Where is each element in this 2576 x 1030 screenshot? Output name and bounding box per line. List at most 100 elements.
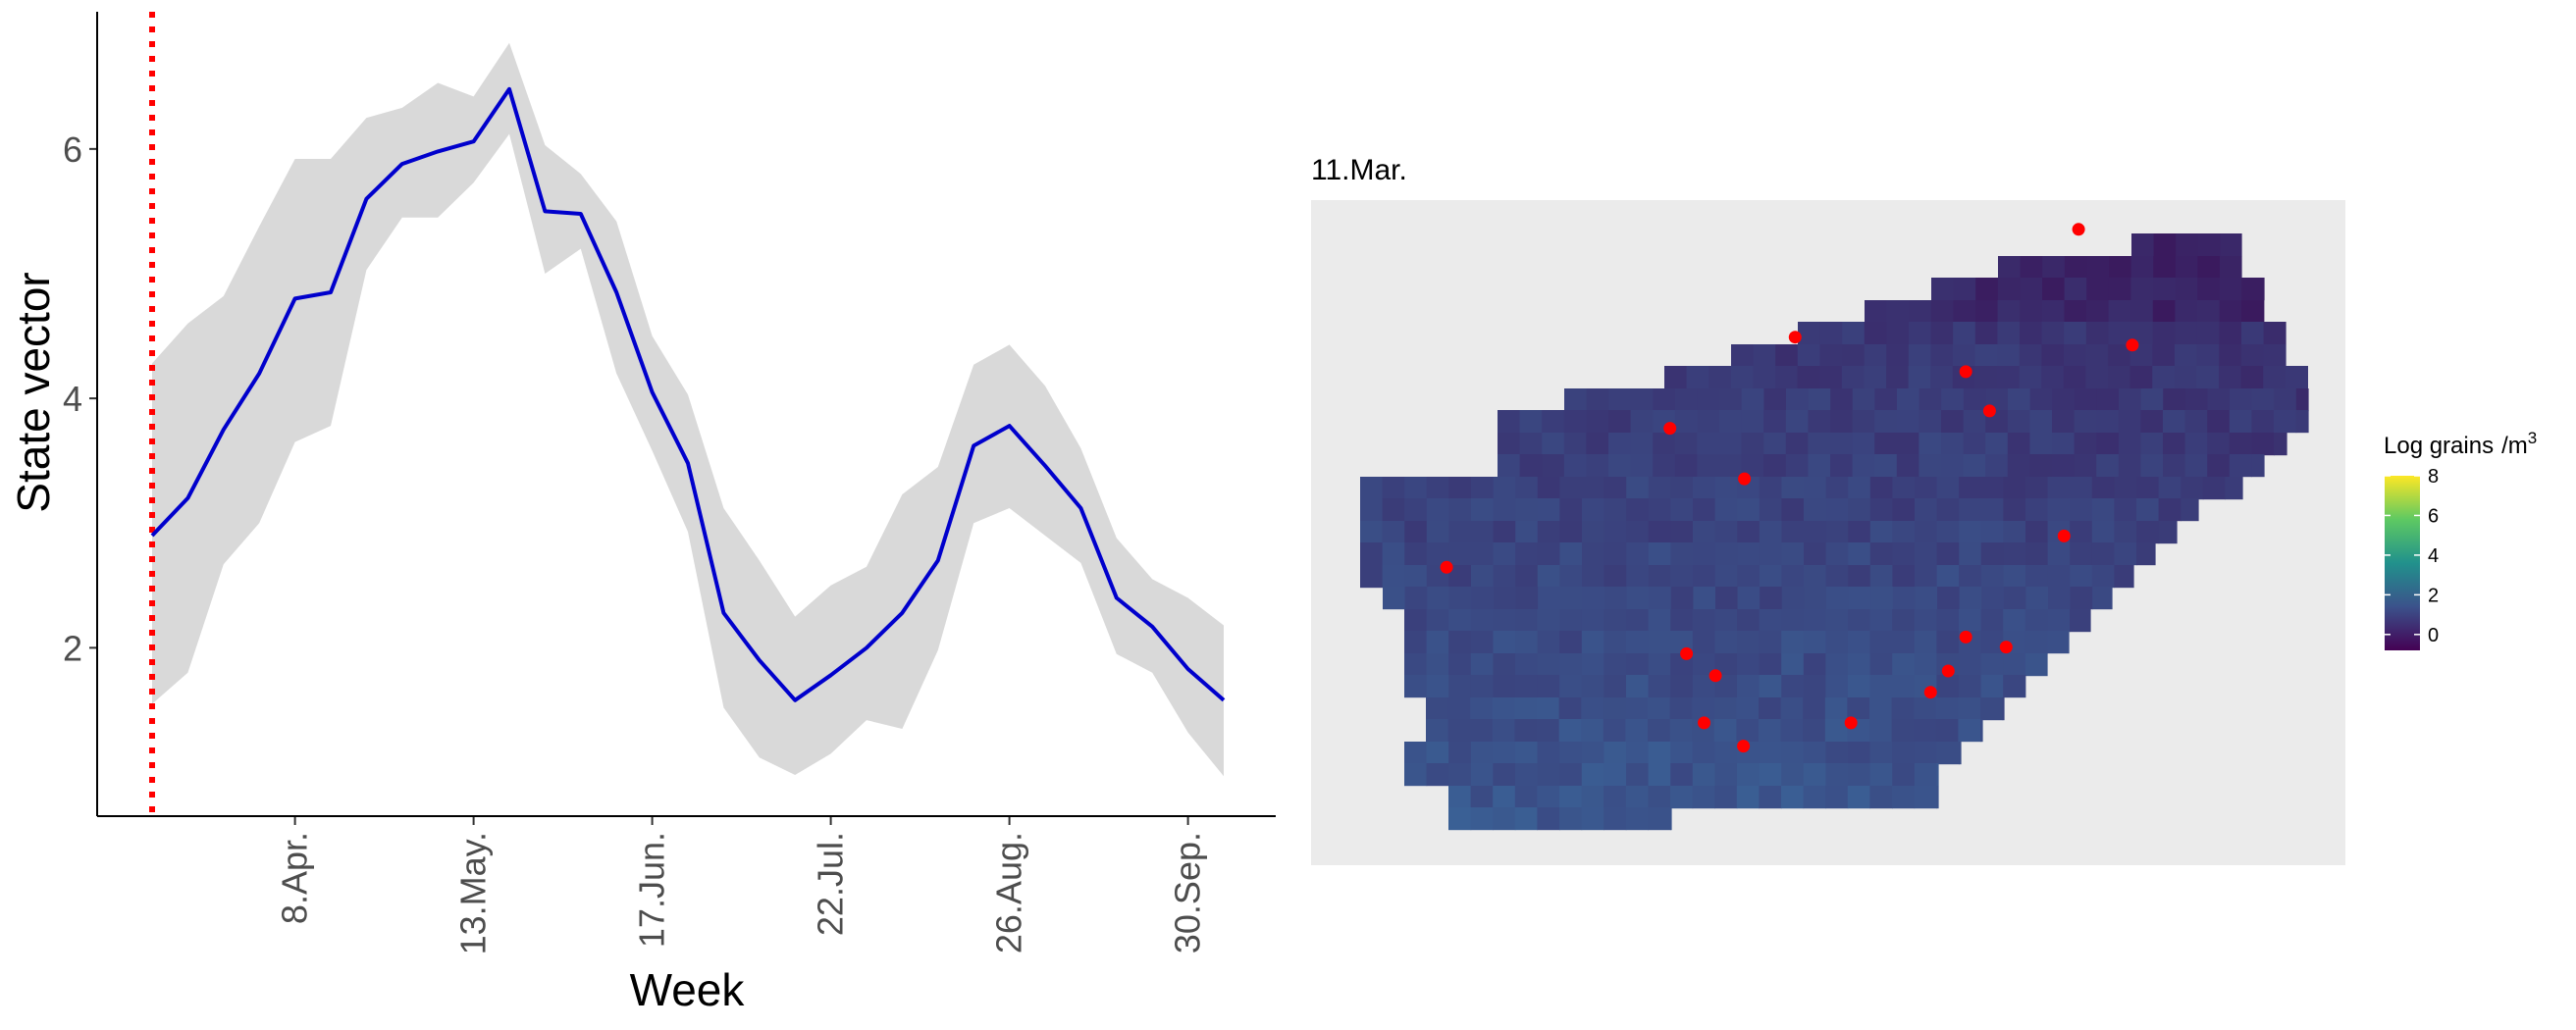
heatmap-cell bbox=[1404, 763, 1428, 787]
heatmap-cell bbox=[2196, 344, 2220, 368]
heatmap-cell bbox=[1426, 763, 1449, 787]
heatmap-cell bbox=[1537, 542, 1560, 566]
heatmap-cell bbox=[1537, 477, 1560, 500]
heatmap-cell bbox=[2153, 233, 2177, 257]
heatmap-cell bbox=[1736, 786, 1760, 809]
heatmap-cell bbox=[1697, 410, 1720, 434]
heatmap-cell bbox=[1936, 565, 1960, 589]
heatmap-cell bbox=[1953, 300, 1976, 324]
heatmap-cell bbox=[1930, 322, 1954, 345]
heatmap-cell bbox=[2241, 322, 2265, 345]
heatmap-cell bbox=[1494, 587, 1517, 610]
heatmap-cell bbox=[2181, 477, 2204, 500]
heatmap-cell bbox=[1586, 410, 1609, 434]
heatmap-cell bbox=[1493, 786, 1516, 809]
heatmap-cell bbox=[1626, 565, 1650, 589]
heatmap-cell bbox=[2163, 454, 2186, 478]
heatmap-cell bbox=[2052, 433, 2076, 456]
heatmap-cell bbox=[1582, 542, 1605, 566]
heatmap-cell bbox=[2020, 300, 2043, 324]
heatmap-cell bbox=[1963, 388, 1986, 412]
heatmap-cell bbox=[2007, 433, 2030, 456]
heatmap-cell bbox=[2197, 233, 2221, 257]
heatmap-cell bbox=[1759, 786, 1782, 809]
heatmap-cell bbox=[1626, 542, 1650, 566]
heatmap-cell bbox=[1781, 477, 1805, 500]
heatmap-cell bbox=[1448, 675, 1472, 698]
heatmap-cell bbox=[1448, 609, 1472, 633]
heatmap-cell bbox=[1869, 542, 1893, 566]
heatmap-cell bbox=[1427, 587, 1450, 610]
heatmap-cell bbox=[2029, 410, 2053, 434]
heatmap-cell bbox=[1581, 631, 1604, 654]
legend-tick-label: 4 bbox=[2428, 545, 2439, 567]
heatmap-cell bbox=[1803, 631, 1826, 654]
heatmap-cell bbox=[1897, 388, 1920, 412]
heatmap-cell bbox=[1786, 388, 1810, 412]
heatmap-cell bbox=[2047, 631, 2070, 654]
heatmap-cell bbox=[2219, 300, 2242, 324]
heatmap-cell bbox=[1515, 521, 1539, 544]
heatmap-cell bbox=[2070, 542, 2093, 566]
heatmap-cell bbox=[1519, 433, 1543, 456]
heatmap-cell bbox=[1603, 565, 1627, 589]
heatmap-cell bbox=[1759, 498, 1782, 522]
heatmap-cell bbox=[1936, 742, 1960, 765]
heatmap-cell bbox=[2163, 388, 2186, 412]
heatmap-cell bbox=[1581, 807, 1604, 831]
heatmap-cell bbox=[1426, 609, 1449, 633]
heatmap-cell bbox=[2175, 322, 2198, 345]
heatmap-cell bbox=[1908, 366, 1931, 389]
heatmap-cells bbox=[1360, 233, 2309, 831]
heatmap-cell bbox=[1448, 498, 1472, 522]
heatmap-cell bbox=[1626, 477, 1650, 500]
heatmap-cell bbox=[1892, 587, 1916, 610]
heatmap-cell bbox=[2220, 233, 2242, 257]
heatmap-cell bbox=[1936, 542, 1960, 566]
heatmap-cell bbox=[1383, 587, 1406, 610]
heatmap-cell bbox=[1892, 498, 1916, 522]
heatmap-cell bbox=[1963, 454, 1986, 478]
heatmap-cell bbox=[2251, 454, 2265, 478]
heatmap-cell bbox=[1581, 763, 1604, 787]
heatmap-cell bbox=[1603, 521, 1627, 544]
heatmap-cell bbox=[1997, 300, 2021, 324]
heatmap-cell bbox=[2251, 433, 2275, 456]
heatmap-cell bbox=[1626, 742, 1650, 765]
heatmap-cell bbox=[1915, 498, 1938, 522]
y-tick-label: 2 bbox=[63, 628, 82, 668]
heatmap-cell bbox=[2096, 410, 2120, 434]
heatmap-cell bbox=[2070, 565, 2093, 589]
heatmap-cell bbox=[1493, 521, 1516, 544]
heatmap-cell bbox=[1759, 477, 1782, 500]
heatmap-cell bbox=[1852, 410, 1875, 434]
heatmap-cell bbox=[1542, 433, 1565, 456]
heatmap-cell bbox=[2140, 388, 2164, 412]
heatmap-cell bbox=[1470, 675, 1494, 698]
heatmap-cell bbox=[1869, 498, 1893, 522]
heatmap-cell bbox=[1426, 742, 1449, 765]
heatmap-cell bbox=[1692, 653, 1715, 677]
heatmap-cell bbox=[1874, 410, 1898, 434]
heatmap-cell bbox=[1869, 653, 1893, 677]
heatmap-cell bbox=[1709, 366, 1732, 389]
heatmap-cell bbox=[1515, 675, 1539, 698]
heatmap-cell bbox=[1915, 521, 1938, 544]
heatmap-cell bbox=[2274, 433, 2287, 456]
heatmap-cell bbox=[2085, 322, 2109, 345]
heatmap-cell bbox=[1741, 433, 1764, 456]
heatmap-cell bbox=[2020, 256, 2043, 280]
heatmap-cell bbox=[1448, 807, 1472, 831]
heatmap-cell bbox=[2131, 233, 2155, 257]
heatmap-cell bbox=[2025, 521, 2049, 544]
heatmap-cell bbox=[2114, 565, 2134, 589]
heatmap-cell bbox=[1931, 278, 1955, 301]
heatmap-cell bbox=[1493, 763, 1516, 787]
heatmap-cell bbox=[1714, 565, 1738, 589]
heatmap-cell bbox=[1448, 477, 1472, 500]
heatmap-cell bbox=[1626, 587, 1650, 610]
heatmap-cell bbox=[1959, 477, 1982, 500]
heatmap-cell bbox=[1936, 498, 1960, 522]
heatmap-cell bbox=[1603, 807, 1627, 831]
heatmap-cell bbox=[2052, 454, 2076, 478]
